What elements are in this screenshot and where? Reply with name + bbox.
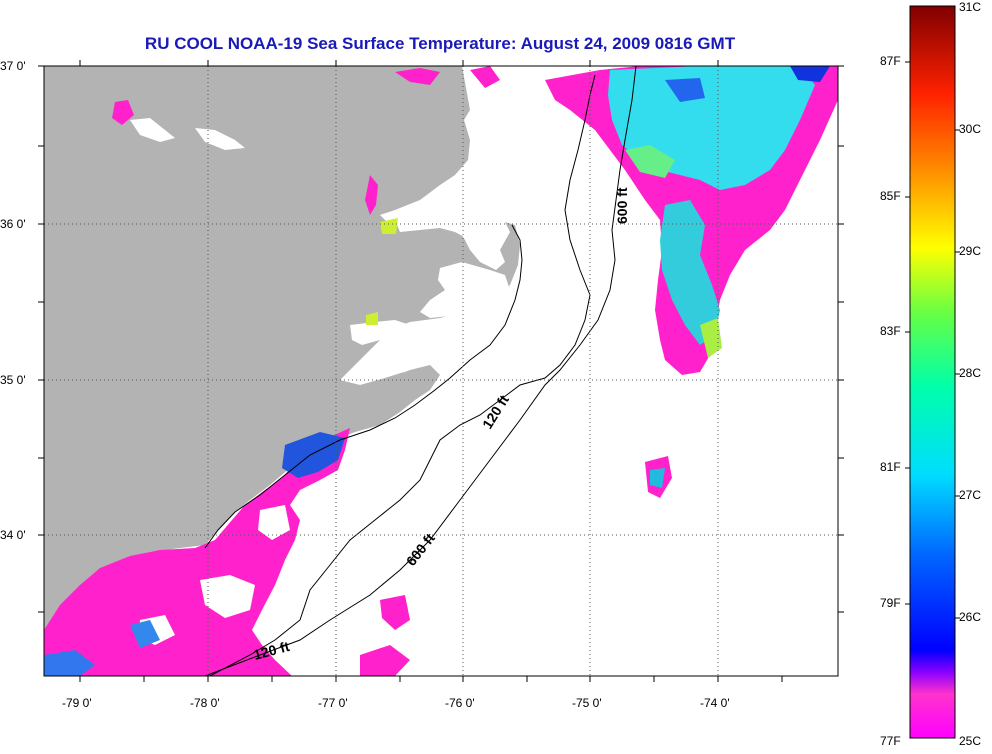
cb-fahrenheit-79: 79F (880, 596, 901, 610)
land-mass (44, 66, 520, 640)
lon-label-74: -74 0' (700, 696, 730, 710)
albemarle-sound (395, 178, 495, 250)
cb-celsius-31: 31C (959, 0, 982, 14)
cb-celsius-28: 28C (959, 366, 982, 380)
lon-label-78: -78 0' (190, 696, 220, 710)
lat-label-34: 34 0' (0, 528, 26, 542)
colorbar-ticks (905, 61, 960, 619)
cb-fahrenheit-77: 77F (880, 734, 901, 748)
estuary-1 (350, 320, 410, 345)
estuary-2 (360, 358, 420, 378)
contour-120ft-south (209, 74, 596, 676)
cb-fahrenheit-81: 81F (880, 460, 901, 474)
map-title: RU COOL NOAA-19 Sea Surface Temperature:… (144, 34, 736, 53)
lat-label-37: 37 0' (0, 59, 26, 73)
inland-lake-1 (130, 118, 175, 142)
cb-celsius-29: 29C (959, 244, 982, 258)
cb-celsius-25: 25C (959, 734, 982, 748)
cb-celsius-26: 26C (959, 610, 982, 624)
cb-fahrenheit-85: 85F (880, 189, 901, 203)
inland-lake-2 (195, 128, 245, 150)
map-frame (43, 65, 839, 677)
pamlico-sound (420, 262, 510, 318)
lat-label-35: 35 0' (0, 373, 26, 387)
tick-marks (38, 60, 844, 682)
grid (44, 66, 838, 676)
cb-fahrenheit-87: 87F (880, 54, 901, 68)
lon-label-75: -75 0' (572, 696, 602, 710)
coastline (204, 224, 523, 549)
lat-label-36: 36 0' (0, 217, 26, 231)
colorbar (909, 5, 956, 739)
contour-label-600-north: 600 ft (614, 187, 630, 224)
sst-cool-patches (44, 66, 830, 676)
cb-celsius-27: 27C (959, 488, 982, 502)
cb-fahrenheit-83: 83F (880, 324, 901, 338)
lon-label-79: -79 0' (62, 696, 92, 710)
cb-celsius-30: 30C (959, 122, 982, 136)
lon-label-76: -76 0' (445, 696, 475, 710)
contour-600ft-south (204, 66, 637, 676)
lon-label-77: -77 0' (318, 696, 348, 710)
